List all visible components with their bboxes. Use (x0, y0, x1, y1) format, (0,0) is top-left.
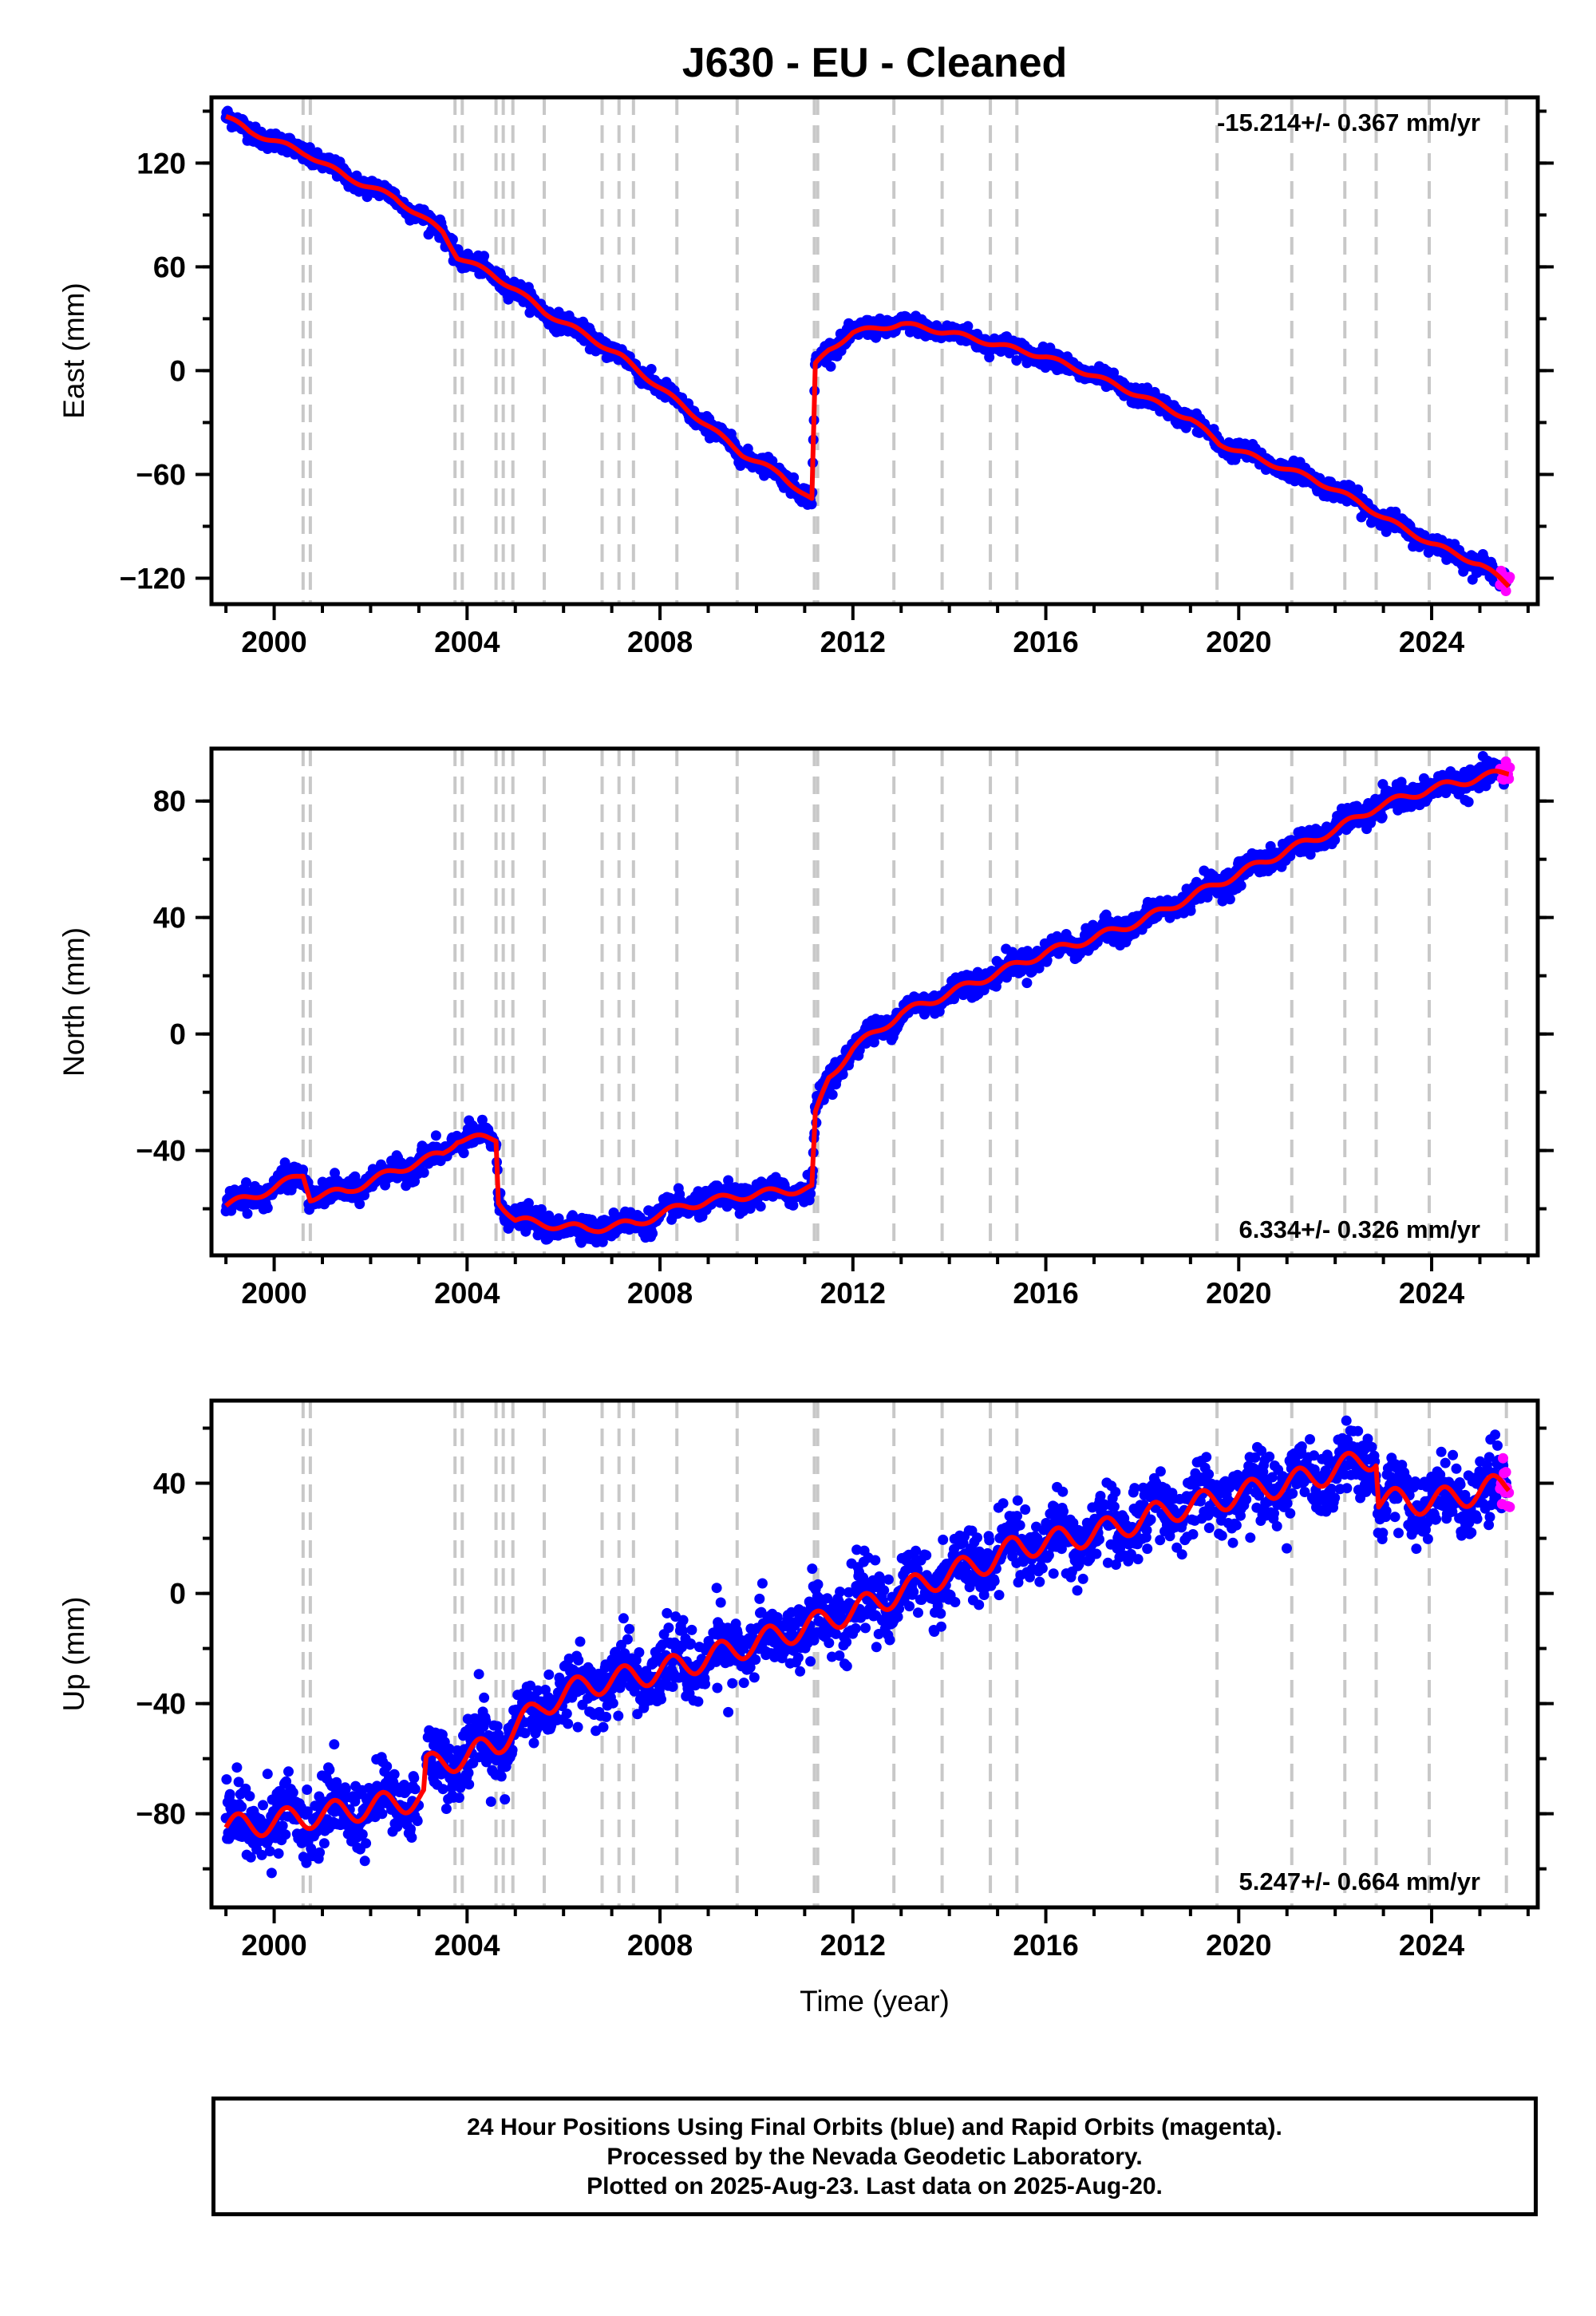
up-final-orbit-point (244, 1791, 255, 1802)
up-final-orbit-point (280, 1829, 291, 1840)
up-final-orbit-point (221, 1774, 232, 1785)
east-x-tick-label: 2008 (627, 626, 693, 658)
up-final-orbit-point (324, 1765, 335, 1775)
up-final-orbit-point (314, 1847, 326, 1858)
up-final-orbit-point (359, 1856, 370, 1867)
north-final-orbit-point (242, 1208, 253, 1219)
north-x-tick-label: 2020 (1206, 1277, 1271, 1310)
north-final-orbit-point (262, 1203, 273, 1214)
north-final-orbit-point (418, 1167, 429, 1178)
east-final-orbit-point (825, 361, 836, 372)
north-x-tick-label: 2004 (434, 1277, 500, 1310)
north-final-orbit-points (220, 751, 1511, 1248)
east-x-tick-label: 2012 (820, 626, 886, 658)
north-final-orbit-point (755, 1201, 766, 1212)
east-x-tick-label: 2016 (1013, 626, 1078, 658)
up-final-orbit-point (236, 1801, 247, 1812)
up-final-orbit-point (277, 1820, 288, 1832)
east-y-tick-label: −60 (136, 458, 186, 491)
east-y-tick-label: 0 (169, 354, 186, 387)
up-final-orbit-point (406, 1832, 417, 1843)
east-x-tick-label: 2020 (1206, 626, 1271, 658)
east-y-tick-label: 60 (153, 251, 186, 283)
north-final-orbit-point (298, 1164, 309, 1176)
up-final-orbit-point (287, 1787, 298, 1798)
north-final-orbit-point (647, 1228, 658, 1239)
east-final-orbit-point (788, 472, 800, 483)
up-final-orbit-point (258, 1800, 268, 1811)
east-final-orbit-point (646, 364, 657, 374)
north-y-tick-label: 40 (153, 902, 186, 935)
north-y-tick-label: −40 (136, 1135, 186, 1168)
east-x-tick-label: 2004 (434, 626, 500, 658)
north-model-line (223, 769, 1511, 1235)
up-final-orbit-point (262, 1769, 273, 1780)
north-x-tick-label: 2016 (1013, 1277, 1078, 1310)
panels: 2000 2004 2008 2012 2016 2020 2024 −120 −60 0 60 12… (57, 95, 1554, 1962)
up-final-orbit-point (357, 1829, 368, 1840)
north-final-orbit-point (827, 1089, 838, 1101)
east-panel: 2000 2004 2008 2012 2016 2020 2024 −120 −60 0 60 12… (57, 95, 1554, 658)
up-final-orbit-point (381, 1761, 393, 1772)
north-final-orbit-point (1463, 796, 1474, 808)
north-rate-label: 6.334+/- 0.326 mm/yr (1239, 1215, 1480, 1243)
east-final-orbit-point (806, 499, 817, 510)
up-final-orbit-point (266, 1867, 277, 1879)
north-x-tick-label: 2008 (627, 1277, 693, 1310)
up-final-orbit-point (224, 1788, 235, 1800)
chart-title: J630 - EU - Cleaned (682, 40, 1068, 86)
north-y-tick-label: 0 (169, 1018, 186, 1051)
north-x-tick-label: 2012 (820, 1277, 886, 1310)
north-y-axis-label: North (mm) (57, 927, 90, 1077)
east-y-axis-label: East (mm) (57, 283, 90, 419)
north-final-orbit-point (1235, 880, 1246, 891)
up-final-orbit-point (283, 1766, 294, 1777)
east-y-tick-label: 120 (136, 147, 186, 180)
up-final-orbit-point (361, 1838, 372, 1849)
up-final-orbit-point (389, 1769, 400, 1780)
up-final-orbit-point (231, 1762, 243, 1773)
up-final-orbit-point (273, 1848, 284, 1859)
north-final-orbit-point (1021, 978, 1033, 989)
up-final-orbit-point (329, 1739, 340, 1750)
north-x-tick-label: 2000 (241, 1277, 306, 1310)
north-final-orbit-point (1224, 894, 1235, 905)
up-final-orbit-point (302, 1784, 313, 1795)
up-final-orbit-point (318, 1838, 330, 1849)
east-rapid-orbit-point (1500, 586, 1511, 596)
north-y-tick-label: 80 (153, 785, 186, 818)
north-final-orbit-point (458, 1148, 469, 1159)
up-final-orbit-point (377, 1808, 388, 1820)
north-x-tick-label: 2024 (1399, 1277, 1465, 1310)
up-panel: 2000 2004 2008 2012 2016 2020 2024−80−40040Up … (57, 1398, 1554, 1962)
north-panel: 2000 2004 2008 2012 2016 2020 2024 −40 0 40 80 Nort… (57, 746, 1554, 1310)
north-final-orbit-point (1185, 905, 1196, 916)
east-final-orbit-point (304, 142, 315, 153)
north-final-orbit-point (1377, 812, 1388, 823)
east-final-orbit-point (479, 251, 490, 262)
east-frame (209, 95, 1540, 607)
east-model-line (223, 113, 1511, 589)
up-final-orbit-point (264, 1846, 275, 1857)
north-final-orbit-point (430, 1130, 441, 1141)
east-x-tick-label: 2000 (241, 626, 306, 658)
east-rate-label: -15.214+/- 0.367 mm/yr (1217, 109, 1480, 136)
east-final-orbit-points (220, 105, 1511, 592)
east-y-tick-label: −120 (120, 562, 186, 595)
east-x-tick-label: 2024 (1399, 626, 1465, 658)
